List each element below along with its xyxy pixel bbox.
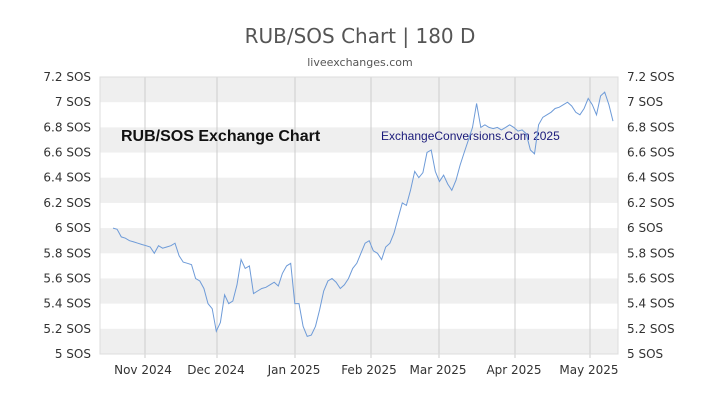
watermark-right: ExchangeConversions.Com 2025 [381, 129, 560, 143]
y-tick-label-left: 5.6 SOS [43, 271, 91, 285]
chart-title: RUB/SOS Chart | 180 D [244, 24, 476, 48]
y-tick-label-right: 5 SOS [627, 347, 663, 361]
x-tick-label: May 2025 [559, 363, 618, 377]
y-tick-label-left: 6.6 SOS [43, 146, 91, 160]
y-tick-label-right: 6 SOS [627, 221, 663, 235]
grid-band [100, 228, 618, 254]
y-tick-label-left: 7 SOS [55, 95, 91, 109]
y-tick-label-left: 6.4 SOS [43, 171, 91, 185]
y-tick-label-left: 6.8 SOS [43, 120, 91, 134]
y-tick-label-left: 5.8 SOS [43, 246, 91, 260]
y-tick-label-left: 6 SOS [55, 221, 91, 235]
grid-band [100, 77, 618, 103]
y-tick-label-right: 7 SOS [627, 95, 663, 109]
y-tick-label-right: 6.6 SOS [627, 146, 675, 160]
y-tick-label-right: 5.8 SOS [627, 246, 675, 260]
y-axis-left: 5 SOS 5.2 SOS 5.4 SOS 5.6 SOS 5.8 SOS 6 SOS 6.… [43, 70, 91, 361]
y-tick-label-right: 5.4 SOS [627, 297, 675, 311]
x-tick-label: Apr 2025 [486, 363, 541, 377]
y-tick-label-left: 5 SOS [55, 347, 91, 361]
x-tick-label: Dec 2024 [187, 363, 245, 377]
y-tick-label-right: 7.2 SOS [627, 70, 675, 84]
vertical-grid-group [144, 77, 591, 358]
band-group [100, 77, 618, 354]
x-tick-label: Mar 2025 [410, 363, 467, 377]
y-tick-label-right: 5.2 SOS [627, 322, 675, 336]
series-line [112, 91, 614, 338]
grid-band [100, 127, 618, 153]
x-axis: Nov 2024 Dec 2024 Jan 2025 Feb 2025 Mar 2025… [114, 363, 618, 377]
y-axis-right: 5 SOS 5.2 SOS 5.4 SOS 5.6 SOS 5.8 SOS 6 SOS 6.… [627, 70, 675, 361]
y-tick-label-left: 5.2 SOS [43, 322, 91, 336]
y-tick-label-left: 6.2 SOS [43, 196, 91, 210]
watermark-left: RUB/SOS Exchange Chart [121, 128, 321, 145]
grid-band [100, 328, 618, 354]
y-tick-label-right: 6.8 SOS [627, 120, 675, 134]
y-tick-label-right: 6.4 SOS [627, 171, 675, 185]
plot-frame [99, 76, 619, 355]
x-tick-label: Jan 2025 [267, 363, 321, 377]
x-tick-label: Feb 2025 [341, 363, 397, 377]
x-tick-label: Nov 2024 [114, 363, 172, 377]
chart-subtitle: liveexchanges.com [307, 56, 413, 69]
grid-band [100, 177, 618, 203]
y-tick-label-right: 5.6 SOS [627, 271, 675, 285]
y-tick-label-left: 5.4 SOS [43, 297, 91, 311]
grid-band [100, 278, 618, 304]
y-tick-label-left: 7.2 SOS [43, 70, 91, 84]
y-tick-label-right: 6.2 SOS [627, 196, 675, 210]
